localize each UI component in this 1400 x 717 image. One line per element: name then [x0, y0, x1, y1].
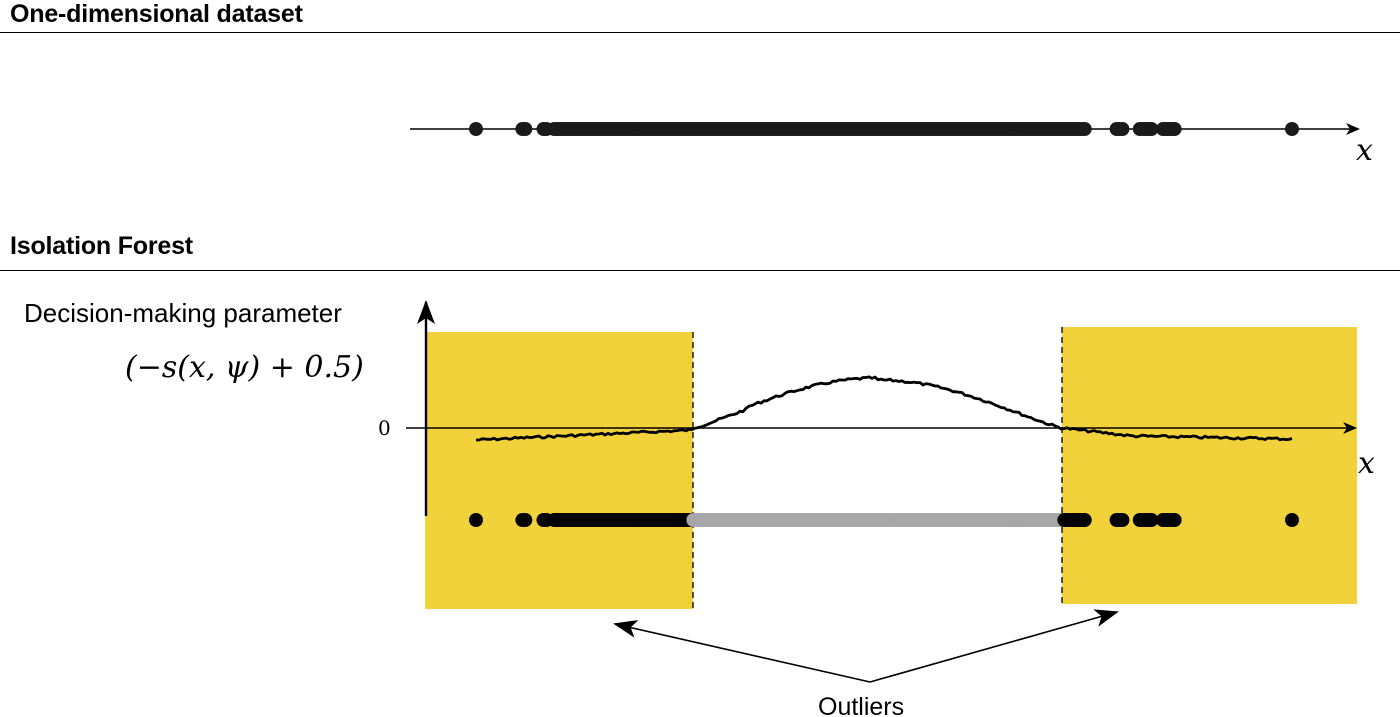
- outlier-arrow-right: [869, 609, 1119, 683]
- dataset-points: [469, 122, 1299, 136]
- decision-score-curve: [476, 375, 1293, 442]
- outlier-region-left: [425, 332, 693, 609]
- zero-tick-label: 0: [378, 416, 391, 440]
- dataset-point: [1115, 122, 1130, 136]
- forest-section-rule: [0, 270, 1400, 271]
- dataset-point: [1167, 122, 1182, 136]
- dataset-section-rule: [0, 32, 1400, 33]
- y-axis-label: Decision-making parameter: [24, 298, 342, 328]
- dataset-point: [1077, 122, 1092, 136]
- outlier-point: [469, 513, 483, 527]
- dataset-point: [1285, 122, 1299, 136]
- outlier-point: [1167, 513, 1182, 527]
- dataset-point: [469, 122, 483, 136]
- outlier-point: [518, 513, 533, 527]
- outlier-point: [1144, 513, 1159, 527]
- outlier-point: [1115, 513, 1130, 527]
- forest-x-axis-label: x: [1358, 446, 1375, 481]
- dataset-x-axis-label: x: [1356, 133, 1373, 168]
- dataset-section-title: One-dimensional dataset: [10, 0, 303, 28]
- dataset-panel: x: [410, 122, 1373, 168]
- outlier-arrow-left: [613, 620, 871, 683]
- scored-points: [469, 513, 1299, 527]
- dataset-point: [1144, 122, 1159, 136]
- y-axis-formula: (−s(x, ψ) + 0.5): [125, 350, 364, 385]
- outlier-point: [1285, 513, 1299, 527]
- outlier-point: [1077, 513, 1092, 527]
- forest-panel: Decision-making parameter (−s(x, ψ) + 0.…: [24, 298, 1375, 717]
- outlier-region-right: [1062, 327, 1357, 604]
- forest-section-title: Isolation Forest: [10, 232, 193, 260]
- outlier-label: Outliers: [818, 693, 904, 717]
- dataset-point: [518, 122, 533, 136]
